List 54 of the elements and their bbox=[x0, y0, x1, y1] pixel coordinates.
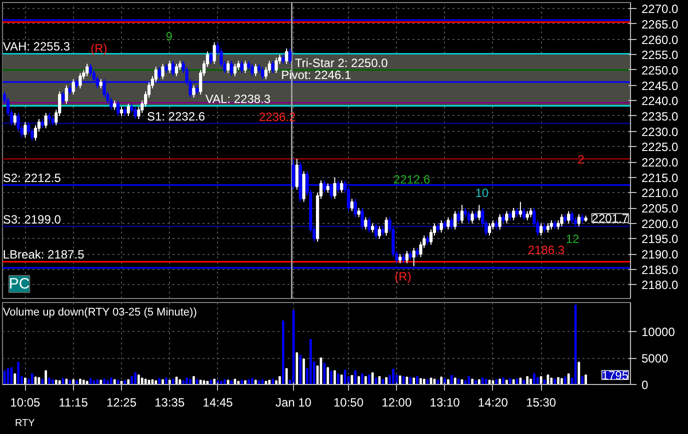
y-tick-label: 2215.0 bbox=[642, 170, 679, 185]
annotation: 12 bbox=[566, 232, 580, 246]
y-tick-label: 0 bbox=[642, 378, 648, 392]
y-tick-label: 2230.0 bbox=[642, 124, 679, 139]
annotation: 2212.6 bbox=[393, 172, 430, 186]
x-tick-label: Jan 10 bbox=[275, 396, 312, 410]
x-tick-label: 10:50 bbox=[333, 396, 364, 410]
text: 2201.7 bbox=[592, 212, 629, 226]
y-tick-label: 2200.0 bbox=[642, 216, 679, 231]
text: 1795 bbox=[602, 368, 629, 382]
y-tick-label: 2205.0 bbox=[642, 202, 679, 216]
ref-line-label: Pivot: 2246.1 bbox=[281, 68, 352, 82]
text: RTY bbox=[15, 417, 35, 431]
annotation: 9 bbox=[166, 30, 173, 44]
ref-line-label: LBreak: 2187.5 bbox=[2, 248, 85, 262]
ref-line-label: S3: 2199.0 bbox=[2, 212, 62, 226]
ref-line-label: VAH: 2255.3 bbox=[2, 40, 70, 54]
annotation: (R) bbox=[394, 269, 412, 284]
x-tick-label: 12:00 bbox=[382, 396, 412, 410]
annotation: 2 bbox=[578, 152, 585, 166]
y-tick-label: 10000 bbox=[642, 325, 676, 340]
ref-line-label: S2: 2212.5 bbox=[2, 171, 62, 186]
y-tick-label: 2210.0 bbox=[642, 186, 679, 200]
y-tick-label: 2220.0 bbox=[642, 156, 679, 170]
x-tick-label: 14:20 bbox=[478, 396, 508, 410]
ref-line-label: S1: 2232.6 bbox=[146, 109, 206, 124]
ref-line-label: VAL: 2238.3 bbox=[205, 92, 271, 106]
annotation: PC bbox=[8, 276, 30, 292]
y-tick-label: 2185.0 bbox=[642, 262, 679, 277]
x-tick-label: 10:05 bbox=[10, 396, 41, 410]
y-tick-label: 2190.0 bbox=[642, 248, 679, 262]
y-tick-label: 2255.0 bbox=[642, 48, 679, 62]
y-tick-label: 2225.0 bbox=[642, 140, 679, 154]
chart-title: Volume up down(RTY 03-25 (5 Minute)) bbox=[2, 306, 197, 318]
x-tick-label: 11:15 bbox=[58, 396, 88, 410]
y-tick-label: 2265.0 bbox=[642, 17, 679, 32]
annotation: 10 bbox=[475, 186, 489, 200]
ref-line-label: Tri-Star 2: 2250.0 bbox=[294, 56, 388, 70]
y-tick-label: 2240.0 bbox=[642, 94, 679, 108]
y-tick-label: 5000 bbox=[642, 352, 669, 366]
x-tick-label: 12:25 bbox=[106, 396, 137, 410]
y-tick-label: 2250.0 bbox=[642, 63, 679, 78]
x-tick-label: 13:35 bbox=[154, 396, 185, 410]
y-tick-label: 2235.0 bbox=[642, 109, 679, 124]
annotation: 2186.3 bbox=[528, 243, 565, 258]
x-tick-label: 13:10 bbox=[430, 396, 460, 410]
y-tick-label: 2195.0 bbox=[642, 232, 679, 246]
annotation: (R) bbox=[90, 41, 108, 56]
y-tick-label: 2180.0 bbox=[642, 278, 679, 292]
x-tick-label: 15:30 bbox=[526, 396, 556, 410]
y-tick-label: 2270.0 bbox=[642, 2, 679, 16]
y-tick-label: 2260.0 bbox=[642, 32, 679, 47]
x-tick-label: 14:45 bbox=[202, 396, 234, 410]
y-tick-label: 2245.0 bbox=[642, 78, 679, 93]
